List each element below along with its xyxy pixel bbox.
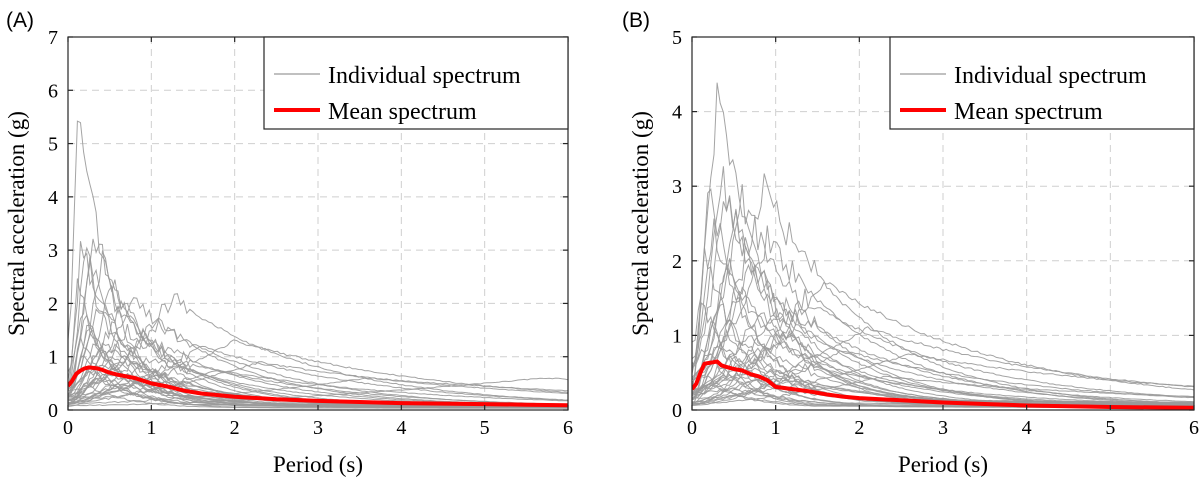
y-tick-label: 4 <box>48 187 58 209</box>
legend-entry-individual: Individual spectrum <box>328 63 521 89</box>
y-tick-label: 0 <box>48 400 58 422</box>
mean-spectrum-line <box>692 359 1194 410</box>
individual-spectrum-line <box>68 360 568 405</box>
legend-entry-mean: Mean spectrum <box>954 99 1103 125</box>
y-tick-label: 0 <box>672 400 682 422</box>
y-tick-label: 2 <box>48 293 58 315</box>
panel-label-a: (A) <box>6 9 34 32</box>
legend-box <box>263 36 569 130</box>
y-tick-label: 1 <box>672 325 682 347</box>
x-axis-label: Period (s) <box>273 452 363 477</box>
y-axis-label: Spectral acceleration (g) <box>628 111 653 336</box>
y-tick-label: 1 <box>48 347 58 369</box>
legend-box <box>889 36 1195 130</box>
y-axis-label: Spectral acceleration (g) <box>4 111 29 336</box>
x-tick-label: 6 <box>563 417 573 439</box>
x-tick-label: 2 <box>854 417 864 439</box>
x-tick-label: 4 <box>396 417 406 439</box>
x-tick-label: 5 <box>1105 417 1115 439</box>
individual-spectrum-line <box>68 345 568 401</box>
x-tick-label: 2 <box>230 417 240 439</box>
panel-label-b: (B) <box>622 9 650 32</box>
legend: Individual spectrum Mean spectrum <box>263 36 569 130</box>
x-tick-label: 1 <box>146 417 156 439</box>
y-tick-label: 3 <box>48 240 58 262</box>
x-tick-label: 3 <box>938 417 948 439</box>
x-tick-label: 3 <box>313 417 323 439</box>
individual-spectrum-line <box>68 377 568 405</box>
individual-spectrum-line <box>68 293 568 401</box>
x-tick-label: 6 <box>1189 417 1199 439</box>
y-tick-label: 5 <box>48 134 58 156</box>
legend-entry-mean: Mean spectrum <box>328 99 477 125</box>
x-tick-label: 0 <box>63 417 73 439</box>
y-tick-label: 4 <box>672 102 682 124</box>
legend: Individual spectrum Mean spectrum <box>889 36 1195 130</box>
x-tick-label: 5 <box>480 417 490 439</box>
individual-spectrum-line <box>692 375 1194 405</box>
y-tick-label: 5 <box>672 27 682 49</box>
individual-spectrum-line <box>692 296 1194 403</box>
x-tick-label: 4 <box>1022 417 1032 439</box>
x-tick-label: 0 <box>687 417 697 439</box>
individual-spectrum-line <box>692 324 1194 404</box>
y-tick-label: 2 <box>672 251 682 273</box>
individual-spectrum-line <box>692 326 1194 396</box>
chart-panel-a: (A) 0 1 2 3 4 5 6 0 1 2 3 4 5 6 7 Period (s) Spectral acc… <box>4 9 573 477</box>
chart-panel-b: (B) 0 1 2 3 4 5 6 0 1 2 3 4 5 Period (s) Spectral accel… <box>622 9 1199 477</box>
legend-entry-individual: Individual spectrum <box>954 63 1147 89</box>
individual-spectrum-line <box>692 312 1194 405</box>
y-tick-label: 3 <box>672 176 682 198</box>
y-tick-label: 6 <box>48 80 58 102</box>
x-tick-label: 1 <box>771 417 781 439</box>
individual-spectrum-line <box>692 341 1194 407</box>
individual-spectrum-line <box>692 362 1194 405</box>
mean-spectrum-line <box>68 365 568 408</box>
x-axis-label: Period (s) <box>898 452 988 477</box>
individual-spectrum-line <box>68 361 568 401</box>
y-tick-label: 7 <box>48 27 58 49</box>
